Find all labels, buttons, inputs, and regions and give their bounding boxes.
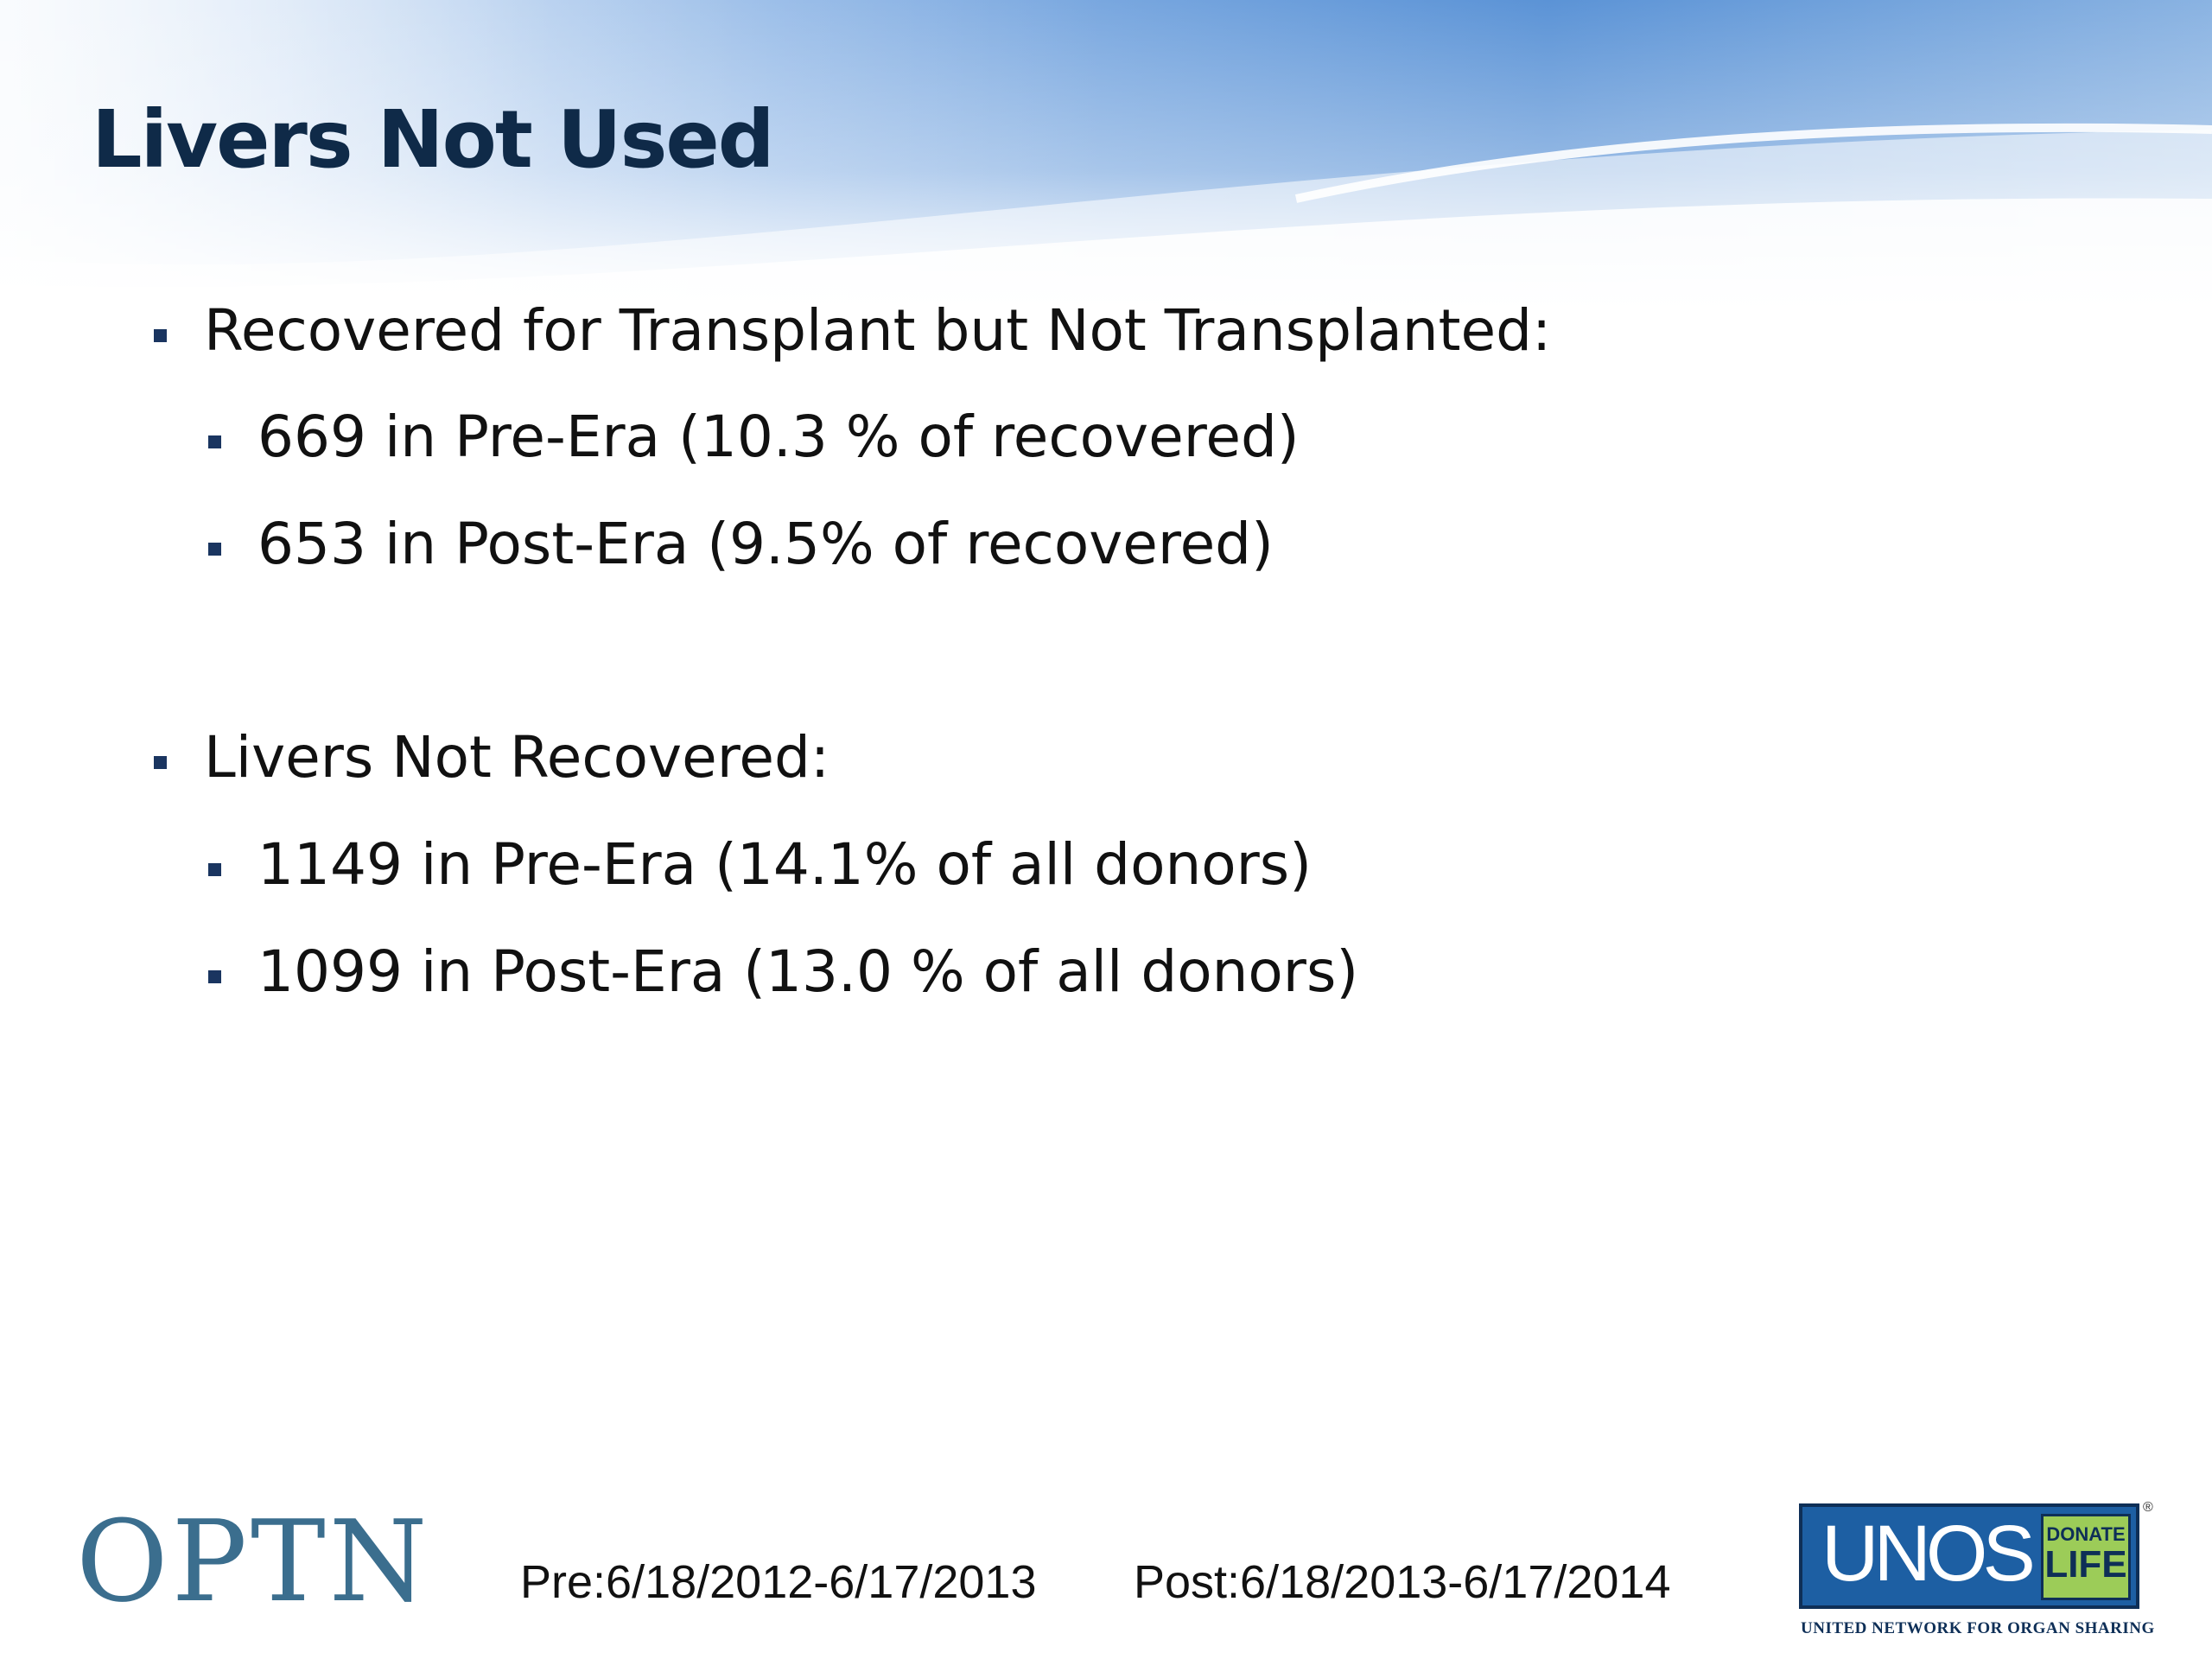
registered-mark-icon: ® bbox=[2143, 1500, 2153, 1515]
bullet-marker bbox=[208, 863, 221, 876]
post-era-dates: Post:6/18/2013-6/17/2014 bbox=[1134, 1556, 1671, 1608]
bullet-livers-not-recovered: Livers Not Recovered: bbox=[204, 724, 830, 791]
donate-text: DONATE bbox=[2046, 1523, 2126, 1545]
unos-caption: UNITED NETWORK FOR ORGAN SHARING bbox=[1801, 1619, 2155, 1637]
unos-logo-text: UNOS bbox=[1821, 1510, 2036, 1598]
bullet-marker bbox=[208, 435, 221, 448]
bullet-marker bbox=[208, 543, 221, 556]
sub-bullet-pre-era-recovered: 669 in Pre-Era (10.3 % of recovered) bbox=[257, 404, 1300, 470]
bullet-recovered-not-transplanted: Recovered for Transplant but Not Transpl… bbox=[204, 297, 1552, 364]
pre-era-dates: Pre:6/18/2012-6/17/2013 bbox=[520, 1556, 1037, 1608]
donate-life-logo: DONATE LIFE bbox=[2041, 1514, 2131, 1600]
sub-bullet-post-era-recovered: 653 in Post-Era (9.5% of recovered) bbox=[257, 511, 1274, 577]
slide-title: Livers Not Used bbox=[92, 93, 775, 186]
bullet-marker bbox=[208, 970, 221, 983]
bullet-marker bbox=[154, 329, 167, 342]
sub-bullet-pre-era-donors: 1149 in Pre-Era (14.1% of all donors) bbox=[257, 831, 1312, 898]
life-text: LIFE bbox=[2044, 1543, 2127, 1586]
optn-logo: OPTN bbox=[76, 1496, 431, 1627]
header-swoosh-background bbox=[0, 0, 2212, 311]
bullet-marker bbox=[154, 756, 167, 769]
sub-bullet-post-era-donors: 1099 in Post-Era (13.0 % of all donors) bbox=[257, 938, 1359, 1005]
unos-logo: UNOS DONATE LIFE bbox=[1799, 1503, 2139, 1609]
